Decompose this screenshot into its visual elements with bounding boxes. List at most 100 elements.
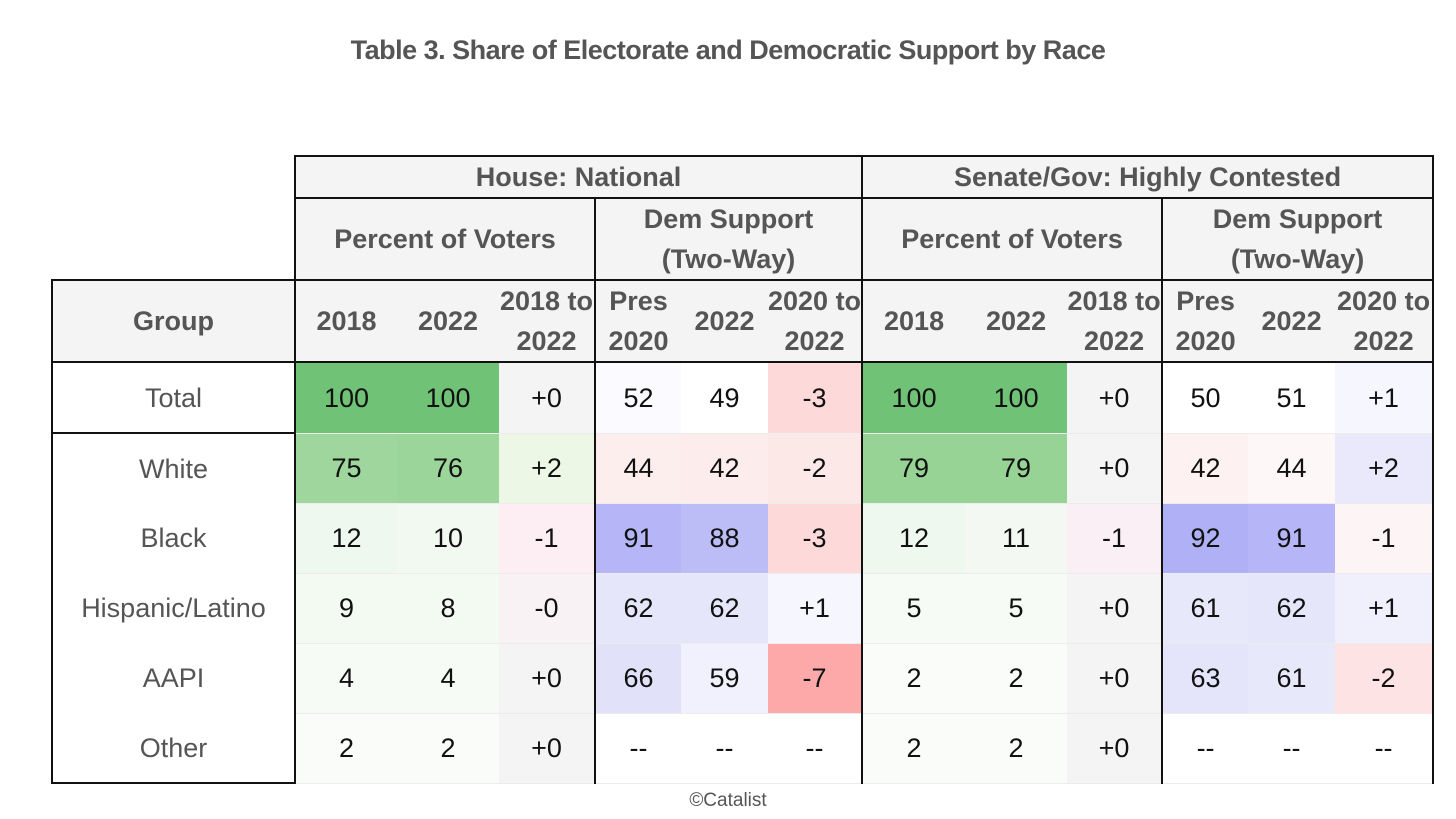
table-cell: 100 xyxy=(397,362,499,434)
table-cell: 9 xyxy=(295,573,397,644)
table-cell: 76 xyxy=(397,433,499,504)
table-cell: 2 xyxy=(965,713,1068,784)
table-cell: 100 xyxy=(295,362,397,434)
table-cell: 42 xyxy=(1162,433,1249,504)
table-cell: +1 xyxy=(1335,573,1435,644)
table-cell: 8 xyxy=(397,573,499,644)
column-header-senate-2022: 2022 xyxy=(965,279,1068,363)
column-header-line: 2022 xyxy=(1353,326,1414,356)
table-cell: -- xyxy=(1335,713,1435,784)
table-cell: -0 xyxy=(499,573,596,644)
table-cell: 52 xyxy=(595,362,681,434)
row-group-label: AAPI xyxy=(51,643,296,713)
column-header-group: Group xyxy=(51,279,296,363)
table-cell: -- xyxy=(768,713,864,784)
table-cell: 50 xyxy=(1162,362,1249,434)
senate-dem-support: Dem Support (Two-Way) xyxy=(1162,197,1435,280)
column-header-line: 2020 to xyxy=(1337,286,1431,316)
table-cell: 12 xyxy=(295,503,397,574)
senate-percent-of-voters: Percent of Voters xyxy=(862,197,1164,280)
table-cell: 5 xyxy=(862,573,966,644)
table-cell: +0 xyxy=(499,713,596,784)
table-cell: 61 xyxy=(1162,573,1249,644)
column-header-house-2022: 2022 xyxy=(397,279,499,363)
table-row: Other 2 2 +0 -- -- -- 2 2 +0 -- -- -- xyxy=(51,713,1435,784)
table-cell: +0 xyxy=(1067,433,1164,504)
table-cell: 2 xyxy=(295,713,397,784)
table-cell: -1 xyxy=(1335,503,1435,574)
table-cell: +1 xyxy=(1335,362,1435,434)
house-dem-support-line1: Dem Support xyxy=(643,204,814,234)
table-cell: -3 xyxy=(768,362,864,434)
column-header-house-pres-2020: Pres 2020 xyxy=(595,279,681,363)
table-cell: +2 xyxy=(1335,433,1435,504)
table-cell: 42 xyxy=(681,433,768,504)
column-header-line: Pres xyxy=(1176,286,1235,316)
column-header-senate-dem-change: 2020 to 2022 xyxy=(1335,279,1435,363)
table-cell: 2 xyxy=(862,713,966,784)
column-header-senate-dem-2022: 2022 xyxy=(1248,279,1336,363)
column-header-line: 2020 xyxy=(608,326,669,356)
table-cell: 79 xyxy=(862,433,966,504)
house-percent-of-voters: Percent of Voters xyxy=(294,197,596,280)
table-cell: -2 xyxy=(768,433,864,504)
column-header-house-dem-change: 2020 to 2022 xyxy=(768,279,864,363)
table-cell: 66 xyxy=(595,643,681,714)
table-cell: 79 xyxy=(965,433,1068,504)
table-cell: 2 xyxy=(965,643,1068,714)
table-cell: 88 xyxy=(681,503,768,574)
table-cell: -2 xyxy=(1335,643,1435,714)
column-header-line: 2018 to xyxy=(499,286,594,316)
race-support-table: House: National Senate/Gov: Highly Conte… xyxy=(51,155,1435,784)
table-cell: 44 xyxy=(595,433,681,504)
table-row: Hispanic/Latino 9 8 -0 62 62 +1 5 5 +0 61 62 +1 xyxy=(51,573,1435,644)
table-cell: 100 xyxy=(862,362,966,434)
table-cell: -- xyxy=(681,713,768,784)
table-cell: 59 xyxy=(681,643,768,714)
table-cell: 49 xyxy=(681,362,768,434)
column-header-senate-2018: 2018 xyxy=(862,279,966,363)
row-group-label: Other xyxy=(51,713,296,784)
column-header-line: 2022 xyxy=(784,326,845,356)
row-group-label: Hispanic/Latino xyxy=(51,573,296,643)
column-header-line: 2020 to xyxy=(768,286,862,316)
table-row: AAPI 4 4 +0 66 59 -7 2 2 +0 63 61 -2 xyxy=(51,643,1435,714)
table-cell: 100 xyxy=(965,362,1068,434)
table-cell: 75 xyxy=(295,433,397,504)
table-cell: 4 xyxy=(397,643,499,714)
table-cell: +0 xyxy=(1067,573,1164,644)
senate-dem-support-line2: (Two-Way) xyxy=(1230,244,1365,274)
table-cell: 2 xyxy=(862,643,966,714)
senate-dem-support-line1: Dem Support xyxy=(1212,204,1383,234)
table-cell: 10 xyxy=(397,503,499,574)
table-cell: 12 xyxy=(862,503,966,574)
table-cell: -7 xyxy=(768,643,864,714)
table-cell: 4 xyxy=(295,643,397,714)
table-cell: -1 xyxy=(1067,503,1164,574)
table-cell: 11 xyxy=(965,503,1068,574)
table-cell: 91 xyxy=(595,503,681,574)
section-house-national: House: National xyxy=(293,155,864,199)
table-cell: 2 xyxy=(397,713,499,784)
table-cell: 92 xyxy=(1162,503,1249,574)
table-cell: -- xyxy=(595,713,681,784)
column-header-house-dem-2022: 2022 xyxy=(681,279,768,363)
table-cell: -3 xyxy=(768,503,864,574)
table-row: White 75 76 +2 44 42 -2 79 79 +0 42 44 +2 xyxy=(51,433,1435,504)
table-cell: +0 xyxy=(1067,713,1164,784)
section-senate-gov: Senate/Gov: Highly Contested xyxy=(861,155,1435,199)
table-title: Table 3. Share of Electorate and Democra… xyxy=(350,35,1106,65)
column-header-house-2018: 2018 xyxy=(295,279,397,363)
column-header-senate-pres-2020: Pres 2020 xyxy=(1162,279,1249,363)
table-cell: +2 xyxy=(499,433,596,504)
table-body: Total 100 100 +0 52 49 -3 100 100 +0 50 51 +1 White 75… xyxy=(51,362,1435,784)
house-dem-support: Dem Support (Two-Way) xyxy=(595,197,864,280)
table-cell: +0 xyxy=(1067,362,1164,434)
table-cell: +0 xyxy=(1067,643,1164,714)
table-cell: -- xyxy=(1248,713,1336,784)
table-cell: 62 xyxy=(1248,573,1336,644)
table-cell: +1 xyxy=(768,573,864,644)
table-cell: 62 xyxy=(595,573,681,644)
table-cell: 63 xyxy=(1162,643,1249,714)
column-header-line: 2020 xyxy=(1175,326,1236,356)
